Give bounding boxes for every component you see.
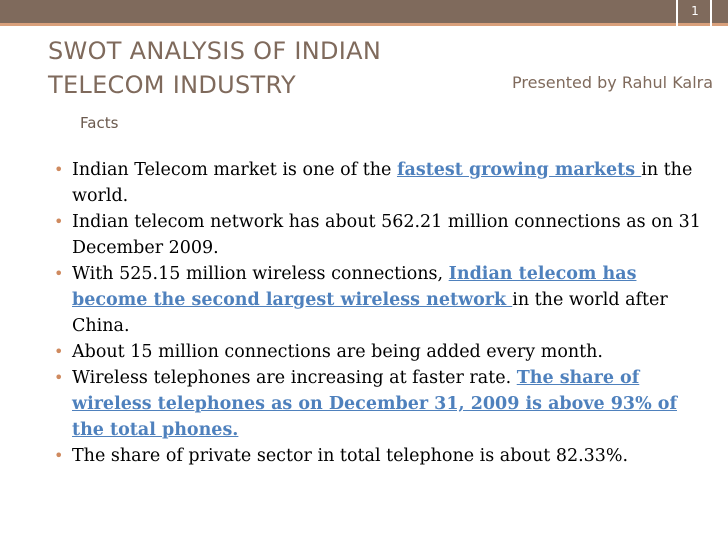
bullet-item: With 525.15 million wireless connections… bbox=[54, 261, 704, 339]
slide-title: SWOT ANALYSIS OF INDIAN TELECOM INDUSTRY bbox=[48, 34, 381, 102]
bullet-link[interactable]: The share of wireless telephones as on D… bbox=[72, 368, 677, 440]
bullet-link[interactable]: fastest growing markets bbox=[396, 160, 642, 180]
bullet-item: Indian telecom network has about 562.21 … bbox=[54, 209, 704, 261]
bullet-text: in the world. bbox=[72, 160, 693, 206]
bullet-text: Indian Telecom market is one of the bbox=[72, 160, 397, 180]
accent-line bbox=[0, 23, 728, 26]
bullet-item: Indian Telecom market is one of the fast… bbox=[54, 157, 704, 209]
bullet-link[interactable]: Indian telecom has become the second lar… bbox=[72, 264, 637, 310]
slide-number-box bbox=[676, 0, 712, 26]
slide-title-line1: SWOT ANALYSIS OF INDIAN bbox=[48, 37, 382, 65]
bullet-text: in the world after China. bbox=[72, 290, 668, 336]
bullet-item: Wireless telephones are increasing at fa… bbox=[54, 365, 704, 443]
presenter-credit: Presented by Rahul Kalra bbox=[512, 73, 714, 92]
bullet-text: The share of private sector in total tel… bbox=[72, 446, 629, 466]
top-bar bbox=[0, 0, 728, 23]
facts-bullet-list: Indian Telecom market is one of the fast… bbox=[54, 157, 704, 469]
bullet-text: Indian telecom network has about 562.21 … bbox=[72, 212, 701, 258]
slide-title-line2: TELECOM INDUSTRY bbox=[48, 71, 296, 99]
bullet-text: Wireless telephones are increasing at fa… bbox=[72, 368, 517, 388]
bullet-item: The share of private sector in total tel… bbox=[54, 443, 704, 469]
bullet-text: About 15 million connections are being a… bbox=[72, 342, 603, 362]
bullet-text: With 525.15 million wireless connections… bbox=[72, 264, 449, 284]
slide-number: 1 bbox=[691, 4, 699, 18]
bullet-item: About 15 million connections are being a… bbox=[54, 339, 704, 365]
section-subheading: Facts bbox=[80, 114, 119, 132]
